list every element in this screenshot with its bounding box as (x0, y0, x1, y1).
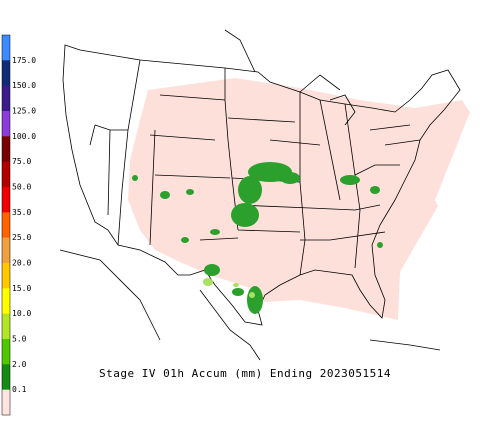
colorbar-swatch (2, 60, 10, 86)
colorbar-swatch (2, 136, 10, 162)
colorbar-swatch (2, 364, 10, 390)
map (59, 29, 470, 361)
colorbar-swatch (2, 263, 10, 289)
colorbar-swatch (2, 288, 10, 314)
colorbar-label: 125.0 (12, 107, 36, 116)
colorbar-swatch (2, 111, 10, 137)
colorbar-swatch (2, 389, 10, 416)
colorbar-label: 25.0 (12, 233, 31, 242)
colorbar-label: 0.1 (12, 385, 27, 394)
colorbar-label: 15.0 (12, 284, 31, 293)
colorbar-frame (1, 34, 11, 416)
colorbar-label: 175.0 (12, 56, 36, 65)
colorbar-swatch (2, 35, 10, 61)
colorbar-swatch (2, 85, 10, 112)
colorbar-swatch (2, 339, 10, 365)
colorbar-swatch (2, 187, 10, 213)
precip-light (203, 278, 255, 298)
colorbar-label: 2.0 (12, 360, 27, 369)
colorbar-label: 20.0 (12, 259, 31, 268)
colorbar-label: 5.0 (12, 335, 27, 344)
colorbar-label: 75.0 (12, 157, 31, 166)
other-borders (59, 29, 441, 361)
map-title: Stage IV 01h Accum (mm) Ending 202305151… (99, 367, 391, 380)
colorbar-swatch (2, 237, 10, 264)
colorbar-swatch (2, 212, 10, 238)
colorbar-label: 35.0 (12, 208, 31, 217)
colorbar-label: 10.0 (12, 309, 31, 318)
colorbar-swatch (2, 313, 10, 340)
us-outline (62, 44, 461, 326)
colorbar-label: 50.0 (12, 183, 31, 192)
colorbar-swatch (2, 161, 10, 188)
colorbar-label: 100.0 (12, 132, 36, 141)
colorbar-label: 150.0 (12, 81, 36, 90)
colorbar: 175.0 150.0 125.0 100.0 75.0 50.0 35.0 25.0 20.0… (1, 34, 36, 416)
coverage-area (128, 78, 470, 320)
